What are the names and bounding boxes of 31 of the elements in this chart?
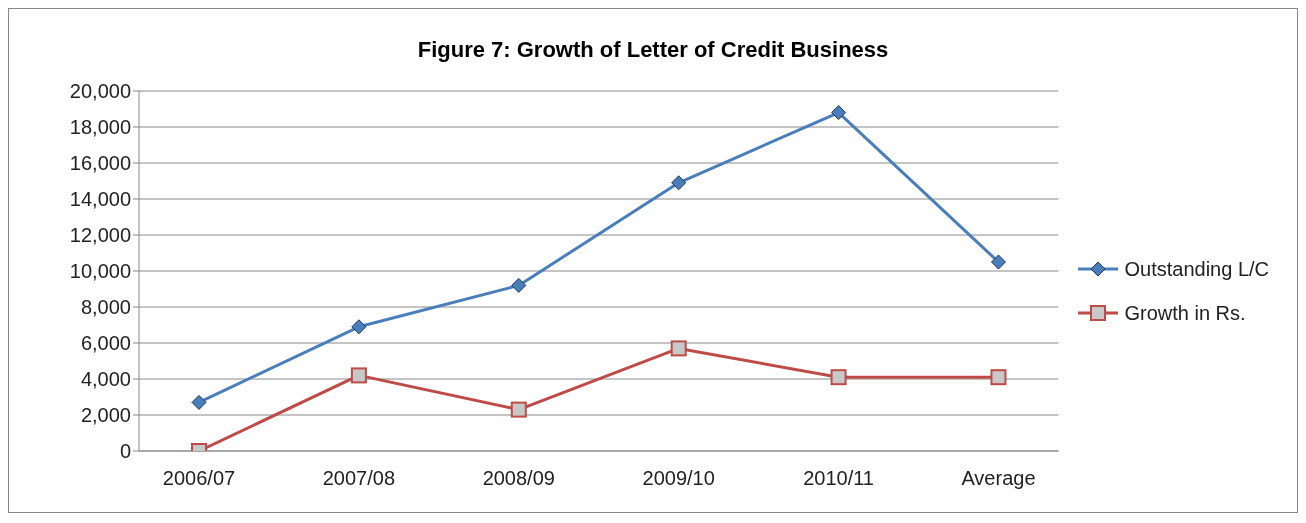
x-tick-label: Average: [961, 467, 1036, 490]
y-tick-label: 14,000: [69, 188, 131, 211]
y-tick-label: 4,000: [80, 368, 131, 391]
point: [990, 369, 1007, 386]
y-tick-label: 18,000: [69, 116, 131, 139]
chart-title: Figure 7: Growth of Letter of Credit Business: [416, 37, 890, 64]
x-tick-label: 2007/08: [322, 467, 396, 490]
x-tick-label: 2006/07: [162, 467, 236, 490]
y-tick-label: 16,000: [69, 152, 131, 175]
y-tick-label: 12,000: [69, 224, 131, 247]
point: [990, 254, 1006, 270]
legend-label: Outstanding L/C: [1124, 257, 1269, 281]
point: [831, 105, 847, 121]
y-tick-label: 2,000: [80, 404, 131, 427]
point: [351, 319, 367, 335]
y-tick-label: 8,000: [80, 296, 131, 319]
x-tick-label: 2008/09: [482, 467, 555, 490]
x-tick-label: 2009/10: [642, 467, 715, 490]
y-tick-label: 0: [119, 440, 131, 463]
point: [510, 401, 527, 418]
point: [191, 394, 207, 410]
y-tick-label: 6,000: [80, 332, 131, 355]
point: [511, 277, 527, 293]
y-tick-label: 20,000: [69, 80, 131, 103]
point: [670, 340, 687, 357]
point: [671, 175, 687, 191]
y-tick-label: 10,000: [69, 260, 131, 283]
x-tick-label: 2010/11: [803, 467, 874, 490]
point: [830, 369, 847, 386]
point: [350, 367, 367, 384]
legend-label: Growth in Rs.: [1124, 301, 1246, 325]
